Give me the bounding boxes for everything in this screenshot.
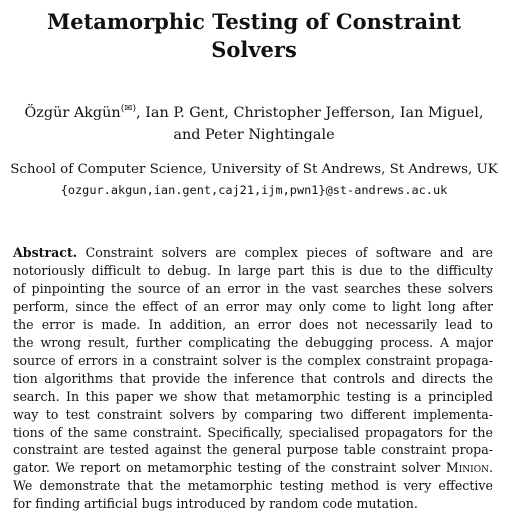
- abstract-line: search. In this paper we show that metam…: [13, 388, 493, 404]
- abstract: Abstract. Constraint solvers are complex…: [13, 244, 493, 513]
- paper-title: Metamorphic Testing of Constraint Solver…: [20, 8, 488, 64]
- title-line-1: Metamorphic Testing of Constraint: [46, 9, 462, 34]
- abstract-line: source of errors in a constraint solver …: [13, 352, 493, 368]
- abstract-line: the wrong result, further complicating t…: [13, 334, 493, 350]
- abstract-line: for finding artificial bugs introduced b…: [13, 496, 418, 512]
- abstract-line: constraint are tested against the genera…: [13, 442, 493, 458]
- author-name: Özgür Akgün: [24, 105, 121, 121]
- title-line-2: Solvers: [211, 37, 297, 62]
- abstract-line: of pinpointing the source of an error in…: [13, 280, 493, 296]
- affiliation: School of Computer Science, University o…: [10, 162, 498, 177]
- abstract-line: way to test constraint solvers by compar…: [13, 406, 493, 422]
- author-list-line-2: and Peter Nightingale: [173, 127, 335, 143]
- author-list-line-1: , Ian P. Gent, Christopher Jefferson, Ia…: [136, 105, 484, 121]
- abstract-line: tions of the same constraint. Specifical…: [13, 424, 493, 440]
- author-emails: {ozgur.akgun,ian.gent,caj21,ijm,pwn1}@st…: [60, 183, 448, 197]
- abstract-line: Abstract. Constraint solvers are complex…: [13, 245, 493, 260]
- abstract-line: notoriously difficult to debug. In large…: [13, 262, 493, 278]
- abstract-line: gator. We report on metamorphic testing …: [13, 460, 493, 476]
- corresponding-author-mark: (✉): [120, 103, 137, 114]
- solver-name: Minion: [445, 460, 489, 476]
- abstract-line: We demonstrate that the metamorphic test…: [13, 478, 493, 494]
- abstract-line: the error is made. In addition, an error…: [13, 316, 493, 332]
- author-list: Özgür Akgün(✉), Ian P. Gent, Christopher…: [14, 102, 494, 146]
- abstract-line: perform, since the effect of an error ma…: [13, 298, 493, 314]
- abstract-heading: Abstract.: [13, 245, 78, 260]
- abstract-line: tion algorithms that provide the inferen…: [13, 370, 493, 386]
